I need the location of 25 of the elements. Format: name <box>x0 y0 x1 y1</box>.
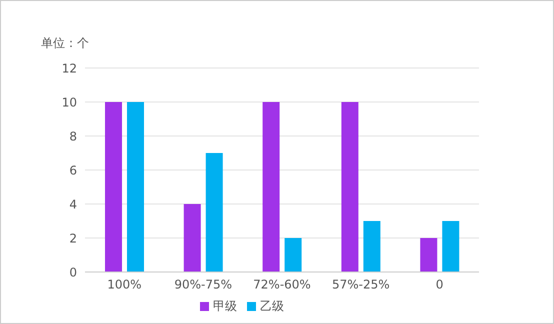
bar <box>105 102 122 272</box>
y-tick-label: 0 <box>69 265 77 280</box>
y-tick-label: 8 <box>69 129 77 144</box>
y-axis-title: 单位：个 <box>41 35 89 52</box>
bar <box>363 221 380 272</box>
y-tick-label: 10 <box>62 95 77 110</box>
x-tick-label: 57%-25% <box>332 278 390 292</box>
bar <box>420 238 438 272</box>
bar <box>184 204 201 272</box>
x-tick-label: 90%-75% <box>174 278 232 292</box>
bar <box>206 153 223 272</box>
x-tick-label: 72%-60% <box>253 278 311 292</box>
y-tick-label: 4 <box>69 197 77 212</box>
bar <box>442 221 460 272</box>
y-tick-label: 2 <box>69 231 77 246</box>
bar <box>284 238 302 272</box>
bar <box>127 102 144 272</box>
legend-label: 甲级 <box>213 299 237 313</box>
x-tick-label: 0 <box>436 278 444 292</box>
bar <box>262 102 280 272</box>
bar <box>341 102 358 272</box>
y-tick-label: 6 <box>69 163 77 178</box>
x-tick-label: 100% <box>107 278 142 292</box>
legend-label: 乙级 <box>260 299 284 313</box>
y-tick-label: 12 <box>62 61 77 76</box>
